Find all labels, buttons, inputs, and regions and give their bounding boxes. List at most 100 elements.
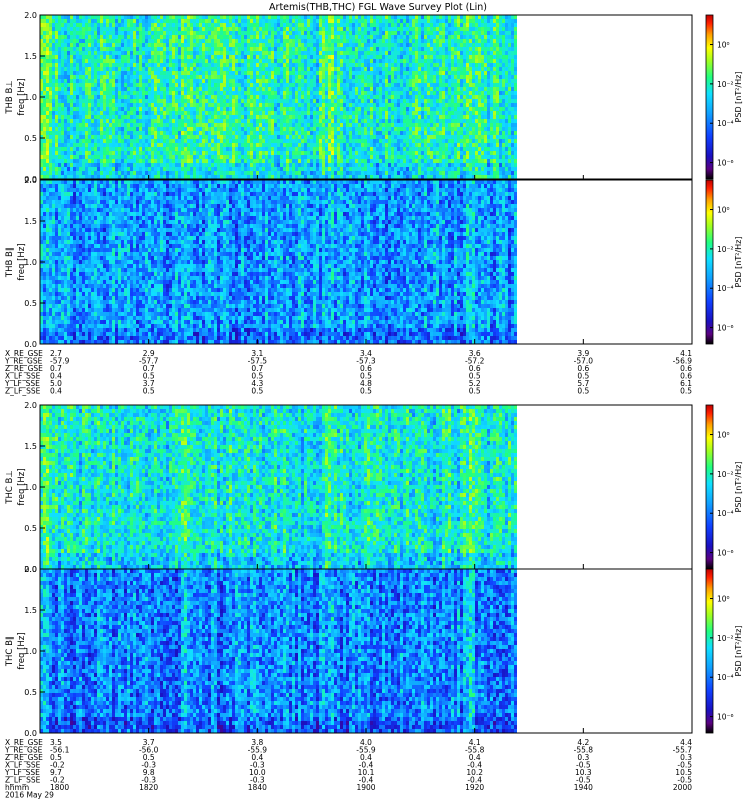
spectrogram-cell <box>115 51 118 55</box>
spectrogram-cell <box>394 147 397 151</box>
spectrogram-cell <box>247 107 250 111</box>
spectrogram-cell <box>226 175 229 179</box>
spectrogram-cell <box>154 27 157 31</box>
spectrogram-cell <box>385 127 388 131</box>
spectrogram-cell <box>115 151 118 155</box>
spectrogram-cell <box>124 23 127 27</box>
spectrogram-cell <box>172 43 175 47</box>
spectrogram-cell <box>385 119 388 123</box>
spectrogram-cell <box>385 27 388 31</box>
spectrogram-cell <box>124 71 127 75</box>
spectrogram-cell <box>214 75 217 79</box>
spectrogram-cell <box>304 171 307 175</box>
spectrogram-cell <box>352 47 355 51</box>
spectrogram-cell <box>229 87 232 91</box>
spectrogram-cell <box>340 51 343 55</box>
spectrogram-cell <box>142 15 145 19</box>
spectrogram-cell <box>199 79 202 83</box>
spectrogram-cell <box>106 99 109 103</box>
spectrogram-cell <box>208 87 211 91</box>
spectrogram-cell <box>289 159 292 163</box>
spectrogram-cell <box>376 175 379 179</box>
spectrogram-cell <box>244 115 247 119</box>
spectrogram-cell <box>49 103 52 107</box>
spectrogram-cell <box>277 75 280 79</box>
spectrogram-cell <box>88 135 91 139</box>
spectrogram-cell <box>160 159 163 163</box>
spectrogram-cell <box>211 71 214 75</box>
spectrogram-cell <box>163 95 166 99</box>
spectrogram-cell <box>271 135 274 139</box>
spectrogram-cell <box>274 39 277 43</box>
spectrogram-cell <box>235 107 238 111</box>
spectrogram-cell <box>397 123 400 127</box>
spectrogram-cell <box>220 75 223 79</box>
spectrogram-cell <box>46 31 49 35</box>
spectrogram-cell <box>73 147 76 151</box>
spectrogram-cell <box>247 119 250 123</box>
spectrogram-cell <box>97 99 100 103</box>
spectrogram-cell <box>400 155 403 159</box>
spectrogram-cell <box>76 167 79 171</box>
spectrogram-cell <box>379 131 382 135</box>
spectrogram-cell <box>322 155 325 159</box>
spectrogram-cell <box>136 171 139 175</box>
spectrogram-cell <box>265 131 268 135</box>
spectrogram-cell <box>202 51 205 55</box>
spectrogram-cell <box>166 163 169 167</box>
spectrogram-cell <box>127 95 130 99</box>
spectrogram-cell <box>154 63 157 67</box>
spectrogram-cell <box>244 91 247 95</box>
spectrogram-cell <box>76 87 79 91</box>
spectrogram-cell <box>88 171 91 175</box>
spectrogram-cell <box>373 15 376 19</box>
spectrogram-cell <box>235 19 238 23</box>
spectrogram-cell <box>232 95 235 99</box>
spectrogram-cell <box>133 127 136 131</box>
spectrogram-cell <box>157 79 160 83</box>
spectrogram-cell <box>391 23 394 27</box>
spectrogram-cell <box>154 159 157 163</box>
spectrogram-cell <box>178 35 181 39</box>
spectrogram-cell <box>148 127 151 131</box>
spectrogram-cell <box>286 59 289 63</box>
spectrogram-cell <box>361 167 364 171</box>
spectrogram-cell <box>154 111 157 115</box>
spectrogram-cell <box>160 35 163 39</box>
spectrogram-cell <box>136 139 139 143</box>
spectrogram-cell <box>127 43 130 47</box>
spectrogram-cell <box>376 71 379 75</box>
spectrogram-cell <box>238 151 241 155</box>
spectrogram-cell <box>250 159 253 163</box>
spectrogram-cell <box>388 111 391 115</box>
spectrogram-cell <box>232 91 235 95</box>
spectrogram-cell <box>229 23 232 27</box>
spectrogram-cell <box>187 71 190 75</box>
spectrogram-cell <box>160 151 163 155</box>
spectrogram-cell <box>46 15 49 19</box>
spectrogram-cell <box>133 155 136 159</box>
spectrogram-cell <box>226 19 229 23</box>
spectrogram-cell <box>211 131 214 135</box>
spectrogram-cell <box>271 43 274 47</box>
spectrogram-cell <box>55 63 58 67</box>
spectrogram-cell <box>235 15 238 19</box>
spectrogram-cell <box>265 31 268 35</box>
spectrogram-cell <box>121 39 124 43</box>
spectrogram-cell <box>373 43 376 47</box>
spectrogram-cell <box>193 15 196 19</box>
spectrogram-cell <box>319 99 322 103</box>
spectrogram-cell <box>97 111 100 115</box>
spectrogram-cell <box>160 75 163 79</box>
spectrogram-cell <box>205 67 208 71</box>
spectrogram-cell <box>247 159 250 163</box>
spectrogram-cell <box>160 103 163 107</box>
spectrogram-cell <box>82 167 85 171</box>
spectrogram-cell <box>52 51 55 55</box>
spectrogram-cell <box>331 15 334 19</box>
spectrogram-cell <box>301 67 304 71</box>
spectrogram-cell <box>193 83 196 87</box>
spectrogram-cell <box>292 59 295 63</box>
spectrogram-cell <box>238 155 241 159</box>
spectrogram-cell <box>184 99 187 103</box>
